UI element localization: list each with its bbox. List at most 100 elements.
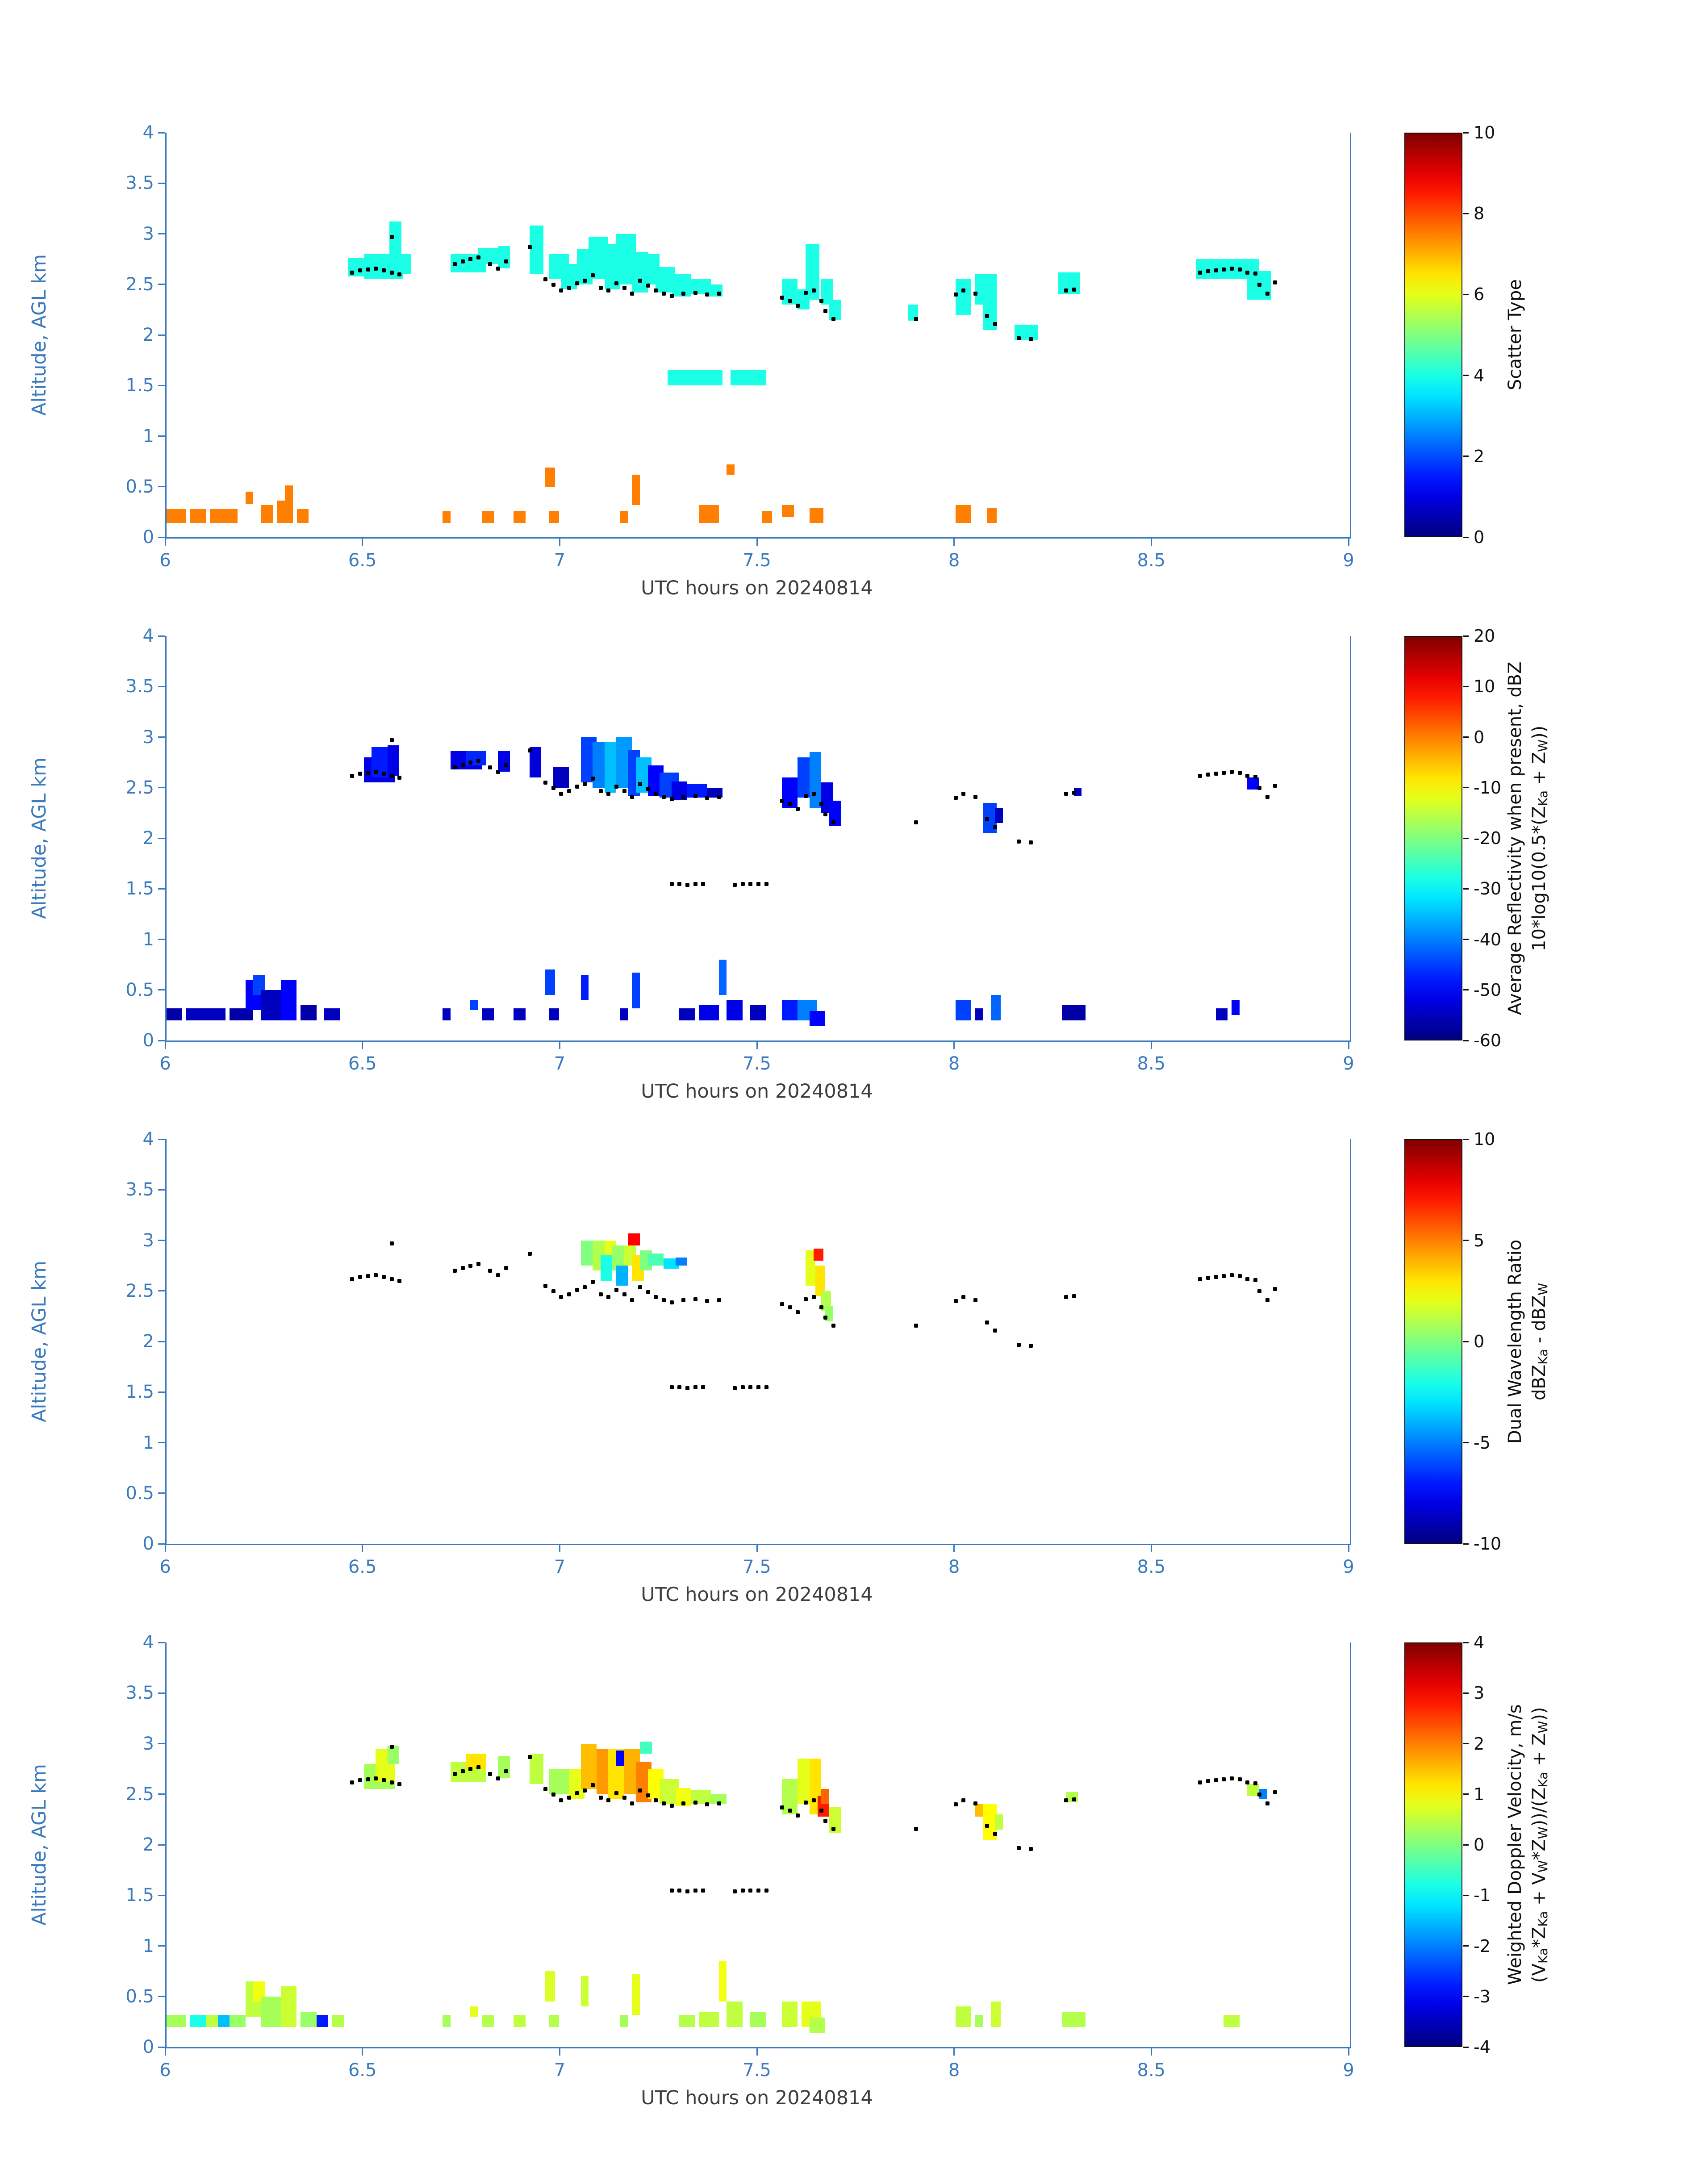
data-dot: [831, 1826, 835, 1831]
heatmap-cell: [167, 1008, 183, 1020]
x-tick-label: 7: [554, 1053, 566, 1074]
data-dot: [823, 1315, 828, 1320]
y-tick: [158, 1442, 165, 1443]
data-dot: [598, 285, 603, 290]
heatmap-cells: [167, 1642, 1350, 2047]
colorbar-tick: [1463, 1996, 1469, 1997]
data-dot: [1206, 269, 1210, 274]
data-dot: [756, 1888, 760, 1893]
heatmap-cell: [679, 2014, 695, 2027]
data-dot: [559, 288, 564, 293]
y-tick: [158, 1040, 165, 1041]
heatmap-cell: [498, 1755, 510, 1778]
data-dot: [953, 1299, 958, 1304]
data-dot: [460, 1266, 465, 1270]
cloud-base-dots: [167, 636, 1350, 1040]
heatmap-cell: [955, 2006, 971, 2027]
data-dot: [823, 1818, 828, 1823]
heatmap-cell: [809, 2018, 826, 2033]
data-dot: [358, 268, 362, 273]
heatmap-cell: [561, 264, 577, 290]
data-dot: [543, 781, 547, 785]
x-tick: [1150, 2048, 1152, 2056]
data-dot: [630, 795, 635, 799]
y-tick: [158, 1945, 165, 1947]
data-dot: [389, 1780, 394, 1784]
y-tick-label: 3: [142, 1733, 154, 1754]
heatmap-cell: [632, 973, 640, 1008]
colorbar-tick-label: -50: [1474, 980, 1502, 1000]
data-dot: [452, 1772, 457, 1776]
data-dot: [654, 1295, 658, 1300]
data-dot: [591, 777, 595, 781]
heatmap-cell: [285, 485, 293, 501]
heatmap-cell: [1247, 777, 1259, 790]
data-dot: [606, 288, 611, 293]
y-tick: [158, 1391, 165, 1393]
y-tick-label: 1: [142, 426, 154, 447]
data-dot: [1265, 1801, 1270, 1806]
colorbar-gradient: [1404, 1642, 1462, 2047]
data-dot: [527, 748, 532, 752]
data-dot: [1230, 769, 1234, 774]
colorbar-tick: [1463, 685, 1469, 687]
data-dot: [788, 802, 792, 806]
colorbar-tick-label: 5: [1474, 1230, 1485, 1250]
data-dot: [583, 1788, 587, 1793]
data-dot: [476, 758, 480, 763]
colorbar-tick: [1463, 293, 1469, 295]
data-dot: [1198, 773, 1203, 778]
heatmap-cell: [580, 1976, 589, 2007]
heatmap-cell: [277, 501, 293, 523]
heatmap-cell: [167, 2014, 187, 2027]
heatmap-cell: [529, 226, 543, 275]
plot-area: [165, 133, 1351, 539]
y-tick-label: 1.5: [125, 375, 154, 396]
x-tick: [164, 2048, 166, 2056]
data-dot: [748, 1385, 753, 1389]
colorbar-tick-label: 3: [1474, 1683, 1485, 1703]
data-dot: [1257, 282, 1261, 287]
data-dot: [780, 799, 784, 803]
heatmap-cell: [514, 1008, 526, 1020]
data-dot: [717, 292, 721, 296]
heatmap-cell: [809, 508, 823, 523]
heatmap-cell: [983, 274, 997, 330]
colorbar-tick: [1463, 1543, 1469, 1545]
data-dot: [693, 1385, 697, 1389]
colorbar-tick-label: 8: [1474, 204, 1485, 224]
x-tick: [559, 1042, 560, 1049]
data-dot: [1064, 1798, 1068, 1803]
heatmap-cell: [549, 2014, 559, 2027]
x-tick: [953, 2048, 955, 2056]
data-dot: [669, 1803, 674, 1808]
data-dot: [559, 1798, 564, 1803]
data-dot: [953, 796, 958, 800]
data-dot: [504, 1769, 508, 1773]
data-dot: [1028, 337, 1033, 342]
data-dot: [476, 1765, 480, 1769]
data-dot: [374, 1776, 378, 1780]
data-dot: [705, 1802, 710, 1807]
x-tick: [1348, 1042, 1349, 1049]
x-tick-label: 9: [1343, 550, 1354, 571]
y-tick-label: 1.5: [125, 1885, 154, 1906]
data-dot: [527, 245, 532, 249]
data-dot: [397, 272, 402, 277]
data-dot: [504, 1266, 508, 1270]
data-dot: [811, 288, 816, 293]
y-tick-label: 3: [142, 223, 154, 244]
data-dot: [468, 760, 473, 765]
data-dot: [622, 1795, 626, 1800]
heatmap-cell: [482, 1008, 494, 1020]
data-dot: [819, 802, 824, 806]
data-dot: [717, 1801, 721, 1806]
colorbar-tick-label: 1: [1474, 1784, 1485, 1804]
y-tick-label: 2: [142, 1331, 154, 1352]
heatmap-cell: [955, 1000, 971, 1020]
data-dot: [701, 1385, 706, 1389]
heatmap-cell: [829, 299, 841, 320]
heatmap-cell: [301, 2011, 317, 2027]
heatmap-cell: [580, 974, 589, 1000]
y-tick: [158, 182, 165, 184]
